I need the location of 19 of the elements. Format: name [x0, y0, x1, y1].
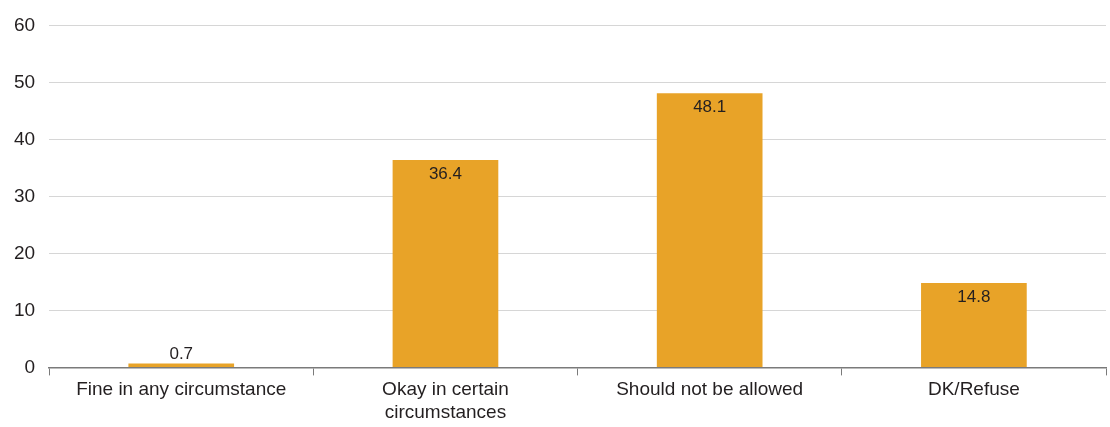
y-tick-label: 20	[13, 241, 36, 263]
y-tick-label: 50	[13, 70, 36, 92]
data-label: 48.1	[693, 97, 727, 117]
bar	[656, 93, 763, 367]
y-tick-label: 60	[13, 13, 36, 35]
y-tick-label: 40	[13, 127, 36, 149]
data-label: 36.4	[428, 164, 463, 184]
x-tick-label: Fine in any circumstance	[76, 378, 287, 400]
bar	[921, 283, 1027, 367]
data-label: 14.8	[957, 287, 991, 307]
y-tick-label: 30	[13, 184, 36, 206]
y-tick-label: 0	[24, 355, 36, 377]
data-label: 0.7	[169, 343, 194, 363]
x-tick-label: DK/Refuse	[927, 378, 1020, 400]
y-tick-label: 10	[13, 298, 36, 320]
x-tick-label: Should not be allowed	[616, 378, 804, 400]
x-tick-label: Okay in certain circumstances	[382, 378, 509, 422]
bar	[392, 159, 499, 367]
bar	[128, 363, 235, 367]
